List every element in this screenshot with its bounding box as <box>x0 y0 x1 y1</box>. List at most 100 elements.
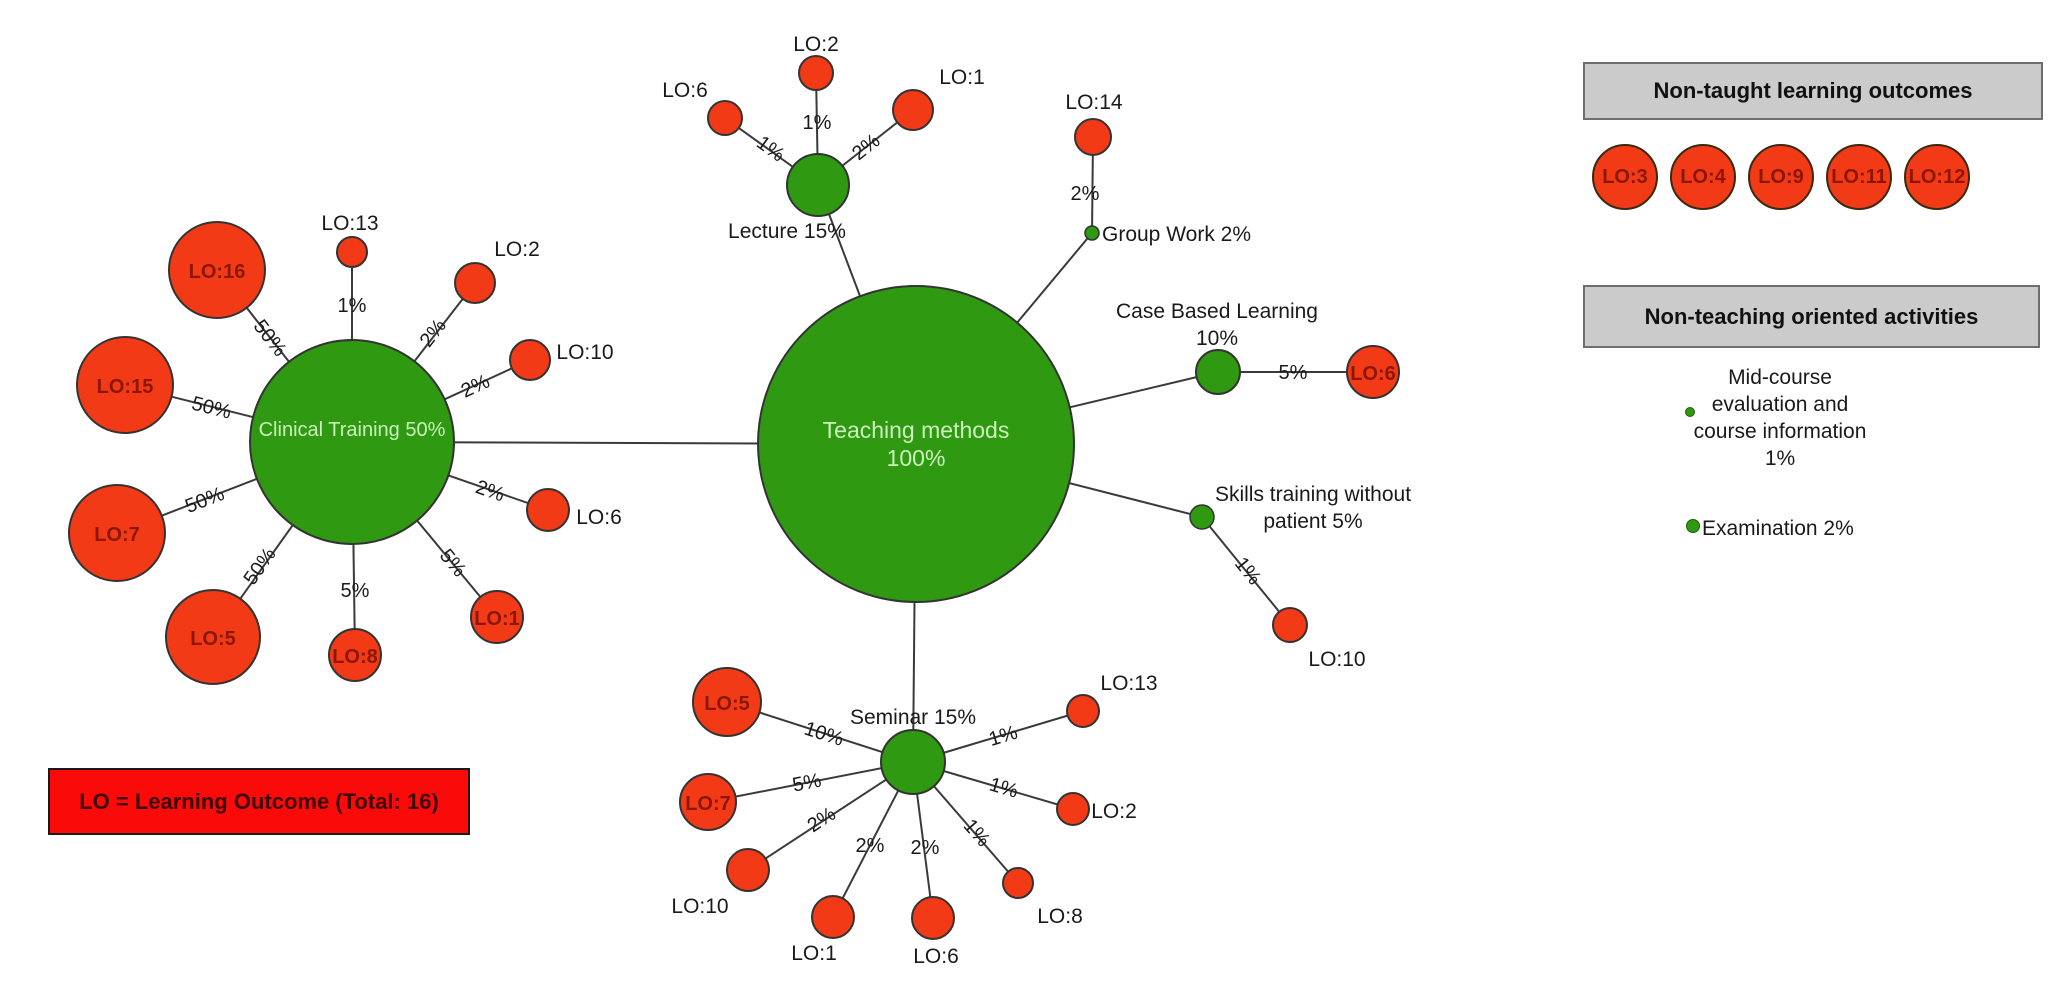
legend-lo-chip-label: LO:4 <box>1680 165 1726 188</box>
node-inside-label: Clinical Training 50% <box>259 419 446 441</box>
node-label: LO:10 <box>671 895 728 918</box>
node-inside-label: LO:7 <box>685 793 731 815</box>
lo-node-sem_lo13 <box>1066 694 1100 728</box>
mid-course-line: 1% <box>1764 447 1796 470</box>
edge-pct-label: 2% <box>911 837 940 859</box>
method-node-groupwork <box>1084 225 1100 241</box>
legend-lo-chip-label: LO:12 <box>1908 165 1966 188</box>
mid-course-dot-icon <box>1685 407 1695 417</box>
node-inside-label: LO:7 <box>94 524 140 546</box>
edge-pct-label: 2% <box>1071 183 1100 205</box>
node-label: Seminar 15% <box>850 706 976 729</box>
lo-node-lec_lo6 <box>707 100 743 136</box>
lo-node-lec_lo1 <box>892 89 934 131</box>
legend-lo-chip: LO:3 <box>1592 144 1658 210</box>
node-inside-label: LO:5 <box>704 693 750 715</box>
node-label: LO:6 <box>662 79 708 102</box>
lo-node-sem_lo2 <box>1056 792 1090 826</box>
node-label: LO:14 <box>1065 91 1123 114</box>
node-inside-label: LO:8 <box>332 646 378 668</box>
legend-non-taught-items: LO:3 LO:4 LO:9 LO:11 LO:12 <box>1592 144 1970 210</box>
node-label: LO:13 <box>1100 672 1157 695</box>
edge-pct-label: 2% <box>856 835 885 857</box>
edge-pct-label: 50% <box>189 393 233 424</box>
node-label: LO:1 <box>791 942 837 965</box>
lo-node-sem_lo7 <box>679 773 737 831</box>
legend-non-teaching-panel: Non-teaching oriented activities <box>1583 285 2040 348</box>
node-inside-label: LO:16 <box>189 261 246 283</box>
edge-skills-sk_lo10 <box>1201 516 1291 626</box>
lo-node-cl_lo15 <box>76 336 174 434</box>
edge-pct-label: 50% <box>182 483 227 518</box>
node-label: LO:10 <box>556 341 613 364</box>
node-inside-label: LO:15 <box>97 376 154 398</box>
mid-course-line: course information <box>1693 420 1867 443</box>
legend-lo-chip: LO:12 <box>1904 144 1970 210</box>
node-label: LO:10 <box>1308 648 1365 671</box>
lo-node-sem_lo5 <box>692 667 762 737</box>
node-label: patient 5% <box>1263 510 1362 533</box>
edge-pct-label: 5% <box>341 580 370 602</box>
lo-node-cl_lo6 <box>526 488 570 532</box>
mid-course-line: evaluation and <box>1711 393 1849 416</box>
lo-node-lo14 <box>1074 118 1112 156</box>
method-node-seminar <box>880 729 946 795</box>
lo-node-cl_lo13 <box>336 236 368 268</box>
legend-lo-chip-label: LO:9 <box>1758 165 1804 188</box>
node-label: LO:13 <box>321 212 378 235</box>
node-label: LO:2 <box>793 33 839 56</box>
node-label: LO:2 <box>494 238 540 261</box>
mid-course-line: Mid-course <box>1728 366 1832 389</box>
node-label: 10% <box>1196 327 1238 350</box>
edge-pct-label: 1% <box>986 722 1020 751</box>
lo-node-lec_lo2 <box>798 55 834 91</box>
node-inside-label: LO:6 <box>1350 363 1396 385</box>
node-label: Skills training without <box>1215 483 1411 506</box>
lo-node-sem_lo8 <box>1002 867 1034 899</box>
legend-lo-chip: LO:4 <box>1670 144 1736 210</box>
node-label: Lecture 15% <box>728 220 846 243</box>
lo-node-cl_lo1 <box>470 590 524 644</box>
lo-node-sem_lo10 <box>726 848 770 892</box>
node-inside-label: 100% <box>887 445 946 471</box>
lo-node-cl_lo2 <box>454 262 496 304</box>
method-node-cbl <box>1195 349 1241 395</box>
node-label: Group Work 2% <box>1102 223 1251 246</box>
node-label: Case Based Learning <box>1116 300 1318 323</box>
legend-non-teaching-title: Non-teaching oriented activities <box>1644 303 1979 329</box>
lo-node-sem_lo1 <box>811 895 855 939</box>
legend-lo-chip-label: LO:3 <box>1602 165 1648 188</box>
lo-node-sk_lo10 <box>1272 607 1308 643</box>
edge-pct-label: 2% <box>804 803 840 837</box>
edge-pct-label: 1% <box>338 295 367 317</box>
lo-node-cl_lo8 <box>328 628 382 682</box>
lo-node-cl_lo5 <box>165 589 261 685</box>
node-label: LO:2 <box>1091 800 1137 823</box>
edge-pct-label: 50% <box>249 316 291 361</box>
lo-node-cbl_lo6 <box>1346 345 1400 399</box>
method-node-teaching <box>757 285 1075 603</box>
edge-pct-label: 5% <box>1279 362 1308 384</box>
legend-lo-chip-label: LO:11 <box>1831 165 1887 188</box>
mid-course-label: Mid-course evaluation and course informa… <box>1655 364 1905 472</box>
edge-pct-label: 2% <box>473 476 508 506</box>
node-inside-label: LO:5 <box>190 628 236 650</box>
node-label: LO:1 <box>939 66 985 89</box>
edge-pct-label: 2% <box>848 130 884 165</box>
node-label: LO:6 <box>913 945 959 968</box>
note-text: LO = Learning Outcome (Total: 16) <box>79 788 439 814</box>
legend-lo-chip: LO:11 <box>1826 144 1892 210</box>
examination-dot-icon <box>1686 519 1700 533</box>
lo-node-cl_lo10 <box>509 339 551 381</box>
lo-node-cl_lo7 <box>68 484 166 582</box>
legend-lo-chip: LO:9 <box>1748 144 1814 210</box>
edge-pct-label: 1% <box>752 132 788 167</box>
examination-label: Examination 2% <box>1702 517 1854 540</box>
node-inside-label: Teaching methods <box>823 417 1010 443</box>
node-label: LO:8 <box>1037 905 1083 928</box>
legend-non-taught-title: Non-taught learning outcomes <box>1653 78 1973 103</box>
legend-non-taught-panel: Non-taught learning outcomes <box>1583 62 2043 120</box>
edge-pct-label: 2% <box>458 370 494 402</box>
